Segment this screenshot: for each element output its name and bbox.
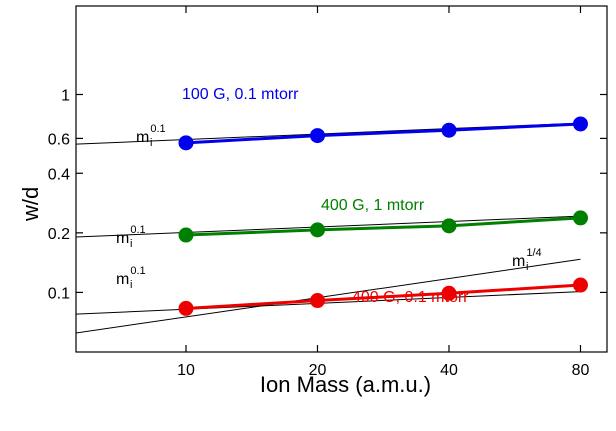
y-tick-label: 0.4 bbox=[48, 166, 70, 183]
x-tick-label: 80 bbox=[572, 362, 590, 379]
x-tick-label: 20 bbox=[309, 362, 327, 379]
series-line bbox=[185, 122, 581, 145]
x-tick-label: 40 bbox=[440, 362, 458, 379]
y-tick-label: 0.6 bbox=[48, 131, 70, 148]
series-label: 100 G, 0.1 mtorr bbox=[182, 86, 299, 103]
data-point bbox=[441, 122, 457, 138]
fit-line bbox=[76, 291, 581, 315]
series-label: 400 G, 1 mtorr bbox=[321, 197, 425, 214]
data-point bbox=[572, 116, 588, 132]
data-points bbox=[178, 116, 588, 316]
data-point bbox=[572, 277, 588, 293]
y-tick-label: 0.1 bbox=[48, 285, 70, 302]
x-tick-label: 10 bbox=[177, 362, 195, 379]
axes: 10 20 40 80 0.1 0.2 0.4 0.6 1 Ion Mass (a.m.u.) w/… bbox=[18, 5, 608, 397]
fit-line-label: m1/4 i bbox=[512, 247, 542, 273]
data-point bbox=[309, 128, 325, 144]
data-point bbox=[309, 222, 325, 238]
y-tick-label: 0.2 bbox=[48, 226, 70, 243]
data-point bbox=[441, 285, 457, 301]
fit-line-label: m0.1 i bbox=[136, 123, 166, 149]
data-point bbox=[178, 135, 194, 151]
fit-line bbox=[76, 215, 581, 238]
plot-frame bbox=[75, 5, 608, 353]
data-point bbox=[572, 210, 588, 226]
data-point bbox=[309, 293, 325, 309]
series-line bbox=[185, 216, 581, 237]
fit-line-label: m0.1 i bbox=[116, 265, 146, 291]
data-point bbox=[178, 227, 194, 243]
data-point bbox=[441, 218, 457, 234]
fit-line-label: m0.1 i bbox=[116, 224, 146, 250]
x-axis-title: Ion Mass (a.m.u.) bbox=[260, 372, 431, 397]
series-label: 400 G, 0.1 mtorr bbox=[352, 289, 469, 306]
y-tick-label: 1 bbox=[61, 88, 70, 105]
data-point bbox=[178, 300, 194, 316]
series-line bbox=[185, 283, 581, 310]
annotations: 100 G, 0.1 mtorr 400 G, 1 mtorr 400 G, 0.1… bbox=[116, 86, 542, 306]
y-axis-title: w/d bbox=[18, 187, 43, 222]
fit-lines bbox=[76, 122, 581, 334]
